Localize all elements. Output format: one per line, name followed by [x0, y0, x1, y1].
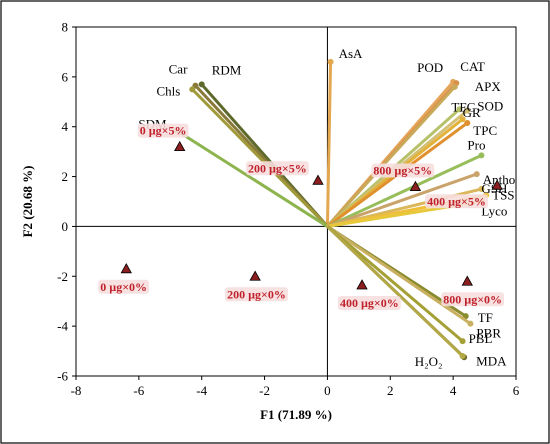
loading-point-tfc	[456, 106, 463, 113]
loading-line-pbl	[326, 225, 464, 343]
x-tick-label: -2	[259, 383, 270, 398]
y-tick-label: -4	[57, 319, 68, 334]
x-tick-label: 4	[450, 383, 457, 398]
loading-point-tpc	[464, 119, 471, 126]
x-tick-label: 0	[324, 383, 331, 398]
plot-area	[75, 26, 517, 377]
y-tick-label: -6	[57, 369, 68, 384]
variable-label: GR	[463, 105, 481, 120]
sample-label: 800 µg×5%	[373, 164, 432, 178]
sample-label-group: 200 µg×0%	[225, 287, 288, 302]
variable-label: Chls	[156, 83, 180, 98]
loading-point-rdm	[198, 81, 205, 88]
variable-label: TFC	[451, 99, 475, 114]
sample-marker	[409, 180, 422, 191]
sample-marker	[312, 174, 324, 185]
loading-point-ho	[459, 353, 466, 360]
sample-label-group: 400 µg×5%	[425, 194, 488, 209]
sample-label-background	[425, 194, 488, 209]
sample-marker	[461, 275, 473, 286]
variable-label: Car	[169, 62, 188, 77]
sample-label-background	[338, 296, 401, 311]
y-tick-label: -2	[57, 269, 68, 284]
sample-marker	[120, 262, 132, 274]
y-tick-label: 4	[62, 119, 69, 134]
variable-label: SOD	[477, 99, 503, 114]
loading-line-asa	[325, 61, 333, 227]
sample-points: 0 µg×5% 200 µg×5% 800 µg×5% 400 µg×5% 0 µg×0…	[98, 123, 505, 311]
loading-line-pbr	[326, 225, 472, 325]
sample-label: 200 µg×0%	[227, 287, 286, 301]
variable-label: Antho	[483, 172, 516, 187]
sample-label-group: 800 µg×5%	[371, 163, 435, 178]
sample-marker	[491, 179, 503, 190]
sample-label-background	[225, 287, 288, 302]
sample-label: 400 µg×0%	[340, 296, 399, 310]
variable-label: POD	[417, 60, 443, 75]
loading-point-pbl	[459, 338, 466, 345]
variable-label: PBL	[469, 331, 493, 346]
sample-label-background	[98, 279, 150, 294]
loading-point-gsh	[478, 186, 485, 193]
loading-line-apx	[326, 85, 456, 228]
loading-point-antho	[473, 171, 480, 178]
sample-label-group: 800 µg×0%	[441, 292, 505, 307]
x-tick-label: -8	[71, 383, 82, 398]
variable-label: TF	[478, 310, 493, 325]
variable-label: APX	[475, 79, 502, 94]
sample-label: 800 µg×0%	[443, 292, 502, 306]
sample-label-group: 0 µg×0%	[98, 279, 150, 294]
variable-labels: AsARDMCarChlsSDMPODCATAPXTFCSODGRTPCProA…	[138, 46, 515, 369]
variable-label: MDA	[476, 353, 507, 368]
sample-marker	[249, 270, 261, 281]
sample-label: 200 µg×5%	[248, 161, 307, 175]
loading-line-ho	[326, 225, 464, 358]
x-tick-label: 2	[387, 383, 394, 398]
loading-point-asa	[327, 58, 334, 65]
loading-point-pro	[478, 152, 485, 159]
sample-label-background	[371, 163, 435, 178]
sample-label: 0 µg×5%	[140, 124, 187, 138]
loading-point-pbr	[467, 320, 474, 327]
x-axis-title: F1 (71.89 %)	[260, 407, 332, 422]
x-tick-label: 6	[513, 383, 520, 398]
sample-label-background	[441, 292, 505, 307]
sample-label: 400 µg×5%	[427, 194, 486, 208]
variable-label: Lyco	[481, 204, 507, 219]
x-tick-label: -6	[133, 383, 144, 398]
variable-label: AsA	[339, 46, 363, 61]
sample-label-group: 200 µg×5%	[246, 161, 309, 176]
variable-label: TPC	[473, 123, 497, 138]
sample-label-group: 0 µg×5%	[137, 123, 189, 138]
loading-point-chls	[189, 86, 196, 93]
sample-label-background	[137, 123, 189, 138]
loading-line-antho	[326, 172, 478, 228]
y-axis-title: F2 (20.68 %)	[20, 166, 35, 238]
variable-label: H₂O₂	[415, 354, 443, 369]
loading-line-pro	[326, 154, 483, 228]
variable-label: TSS	[492, 187, 514, 202]
sample-label-background	[246, 161, 309, 176]
sample-marker	[174, 140, 186, 152]
y-tick-label: 8	[62, 20, 69, 35]
y-tick-label: 0	[62, 219, 69, 234]
y-tick-label: 2	[62, 169, 69, 184]
sample-label: 0 µg×0%	[100, 280, 147, 294]
variable-label: RDM	[212, 62, 242, 77]
sample-marker	[356, 279, 368, 290]
x-tick-label: -4	[196, 383, 207, 398]
variable-label: CAT	[460, 59, 485, 74]
loading-line-sdm	[175, 129, 329, 228]
loading-line-chls	[191, 88, 329, 228]
variable-label: Pro	[467, 137, 485, 152]
loading-point-apx	[451, 83, 458, 90]
y-tick-label: 6	[62, 69, 69, 84]
loading-point-sod	[464, 107, 471, 114]
sample-label-group: 400 µg×0%	[338, 296, 401, 311]
loading-point-gr	[459, 116, 466, 123]
variable-label: PBR	[476, 326, 501, 341]
